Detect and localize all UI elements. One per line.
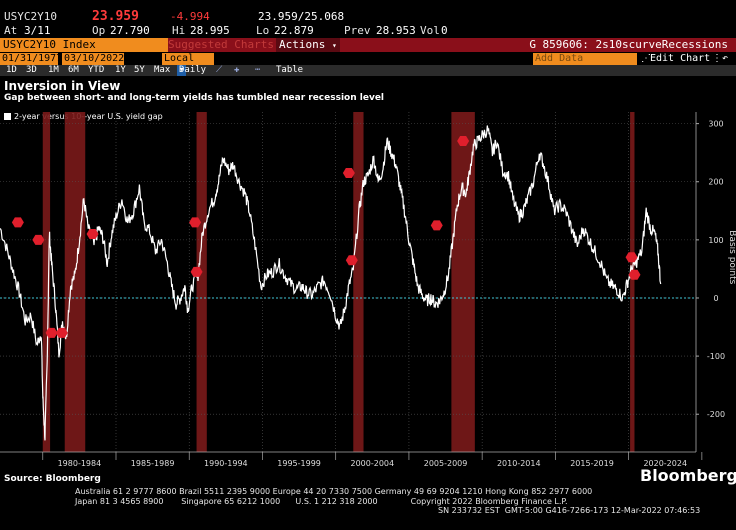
x-tick-label: 1990-1994 bbox=[204, 459, 248, 468]
at-label: At bbox=[4, 24, 18, 37]
grid bbox=[0, 112, 696, 452]
end-date-input[interactable]: 03/10/2022 bbox=[62, 53, 125, 65]
period-toolbar: 1D 3D 1M 6M YTD 1Y 5Y Max Daily ▾ ⟋ ✚ ⋯ … bbox=[0, 65, 736, 76]
y-tick-label: -100 bbox=[707, 352, 725, 361]
date-range-row: 01/31/1977 03/10/2022 Local CCY Add Data… bbox=[0, 53, 736, 76]
event-marker[interactable] bbox=[625, 252, 638, 263]
period-max[interactable]: Max bbox=[154, 65, 171, 75]
x-tick-label: 2005-2009 bbox=[424, 459, 468, 468]
frequency-label: Daily bbox=[179, 65, 207, 75]
security-field[interactable]: USYC2Y10 Index bbox=[0, 38, 168, 52]
period-ytd[interactable]: YTD bbox=[88, 65, 105, 75]
dots-icon[interactable]: ⋯ bbox=[255, 65, 261, 75]
footer: Australia 61 2 9777 8600 Brazil 5511 239… bbox=[75, 487, 701, 515]
period-3d[interactable]: 3D bbox=[26, 65, 37, 75]
ticker-symbol: USYC2Y10 bbox=[4, 10, 57, 23]
x-tick-label: 2000-2004 bbox=[351, 459, 395, 468]
event-marker[interactable] bbox=[11, 217, 24, 228]
volume-label: Vol bbox=[420, 24, 440, 37]
event-marker[interactable] bbox=[342, 168, 355, 179]
chart-title: Inversion in View bbox=[4, 79, 121, 93]
x-tick-label: 1980-1984 bbox=[58, 459, 102, 468]
frequency-select[interactable]: Daily ▾ bbox=[177, 65, 207, 76]
event-marker[interactable] bbox=[189, 217, 202, 228]
last-price: 23.959 bbox=[92, 9, 139, 24]
recession-bands bbox=[42, 112, 635, 452]
yield-gap-chart[interactable]: 300 200 100 0 -100 -200 Basis points 1980-1984 1… bbox=[0, 104, 736, 470]
low-label: Lo bbox=[256, 24, 270, 37]
suggested-charts-label: Suggested Charts bbox=[168, 38, 274, 51]
period-1d[interactable]: 1D bbox=[6, 65, 17, 75]
event-marker[interactable] bbox=[190, 266, 203, 277]
actions-menu-button[interactable]: Actions ▾ bbox=[276, 38, 340, 52]
chart-legend: 2-year versus 10--year U.S. yield gap bbox=[4, 112, 163, 121]
recession-band bbox=[353, 112, 364, 452]
y-tick-label: 200 bbox=[708, 178, 723, 187]
source-note: Source: Bloomberg bbox=[4, 474, 101, 484]
x-tick-label: 2015-2019 bbox=[570, 459, 614, 468]
x-tick-label: 1995-1999 bbox=[277, 459, 321, 468]
volume-value: 0 bbox=[441, 24, 448, 37]
open-value: 27.790 bbox=[110, 24, 150, 37]
y-tick-label: -200 bbox=[707, 410, 725, 419]
period-5y[interactable]: 5Y bbox=[134, 65, 145, 75]
event-marker[interactable] bbox=[45, 327, 58, 338]
start-date-input[interactable]: 01/31/1977 bbox=[0, 53, 63, 65]
x-tick-label: 2020-2024 bbox=[643, 459, 687, 468]
line-chart-icon[interactable]: ⟋ bbox=[216, 65, 223, 75]
actions-label: Actions bbox=[279, 38, 326, 51]
low-value: 22.879 bbox=[274, 24, 314, 37]
y-axis-label: Basis points bbox=[727, 230, 736, 284]
axes: 300 200 100 0 -100 -200 Basis points 1980-1984 1… bbox=[0, 112, 736, 468]
bloomberg-logo: Bloomberg bbox=[640, 466, 736, 485]
x-tick-label: 1985-1989 bbox=[131, 459, 175, 468]
currency-select[interactable]: Local CCY bbox=[162, 53, 214, 76]
recession-band bbox=[630, 112, 635, 452]
undo-icon[interactable]: ↶ bbox=[722, 53, 729, 64]
edit-chart-button[interactable]: Edit Chart bbox=[650, 53, 710, 64]
add-data-input[interactable]: Add Data bbox=[533, 53, 637, 65]
recession-band bbox=[451, 112, 475, 452]
chart-name: G 859606: 2s10scurveRecessions bbox=[529, 38, 728, 51]
event-marker[interactable] bbox=[345, 255, 358, 266]
open-label: Op bbox=[92, 24, 106, 37]
recession-band bbox=[64, 112, 86, 452]
x-tick-label: 2010-2014 bbox=[497, 459, 541, 468]
chevron-down-icon: ▾ bbox=[331, 41, 337, 50]
security-bar: USYC2Y10 Index Suggested Charts Actions … bbox=[0, 38, 736, 52]
period-6m[interactable]: 6M bbox=[68, 65, 79, 75]
legend-label: 2-year versus 10--year U.S. yield gap bbox=[14, 112, 163, 121]
table-button[interactable]: Table bbox=[276, 65, 304, 75]
event-marker[interactable] bbox=[86, 229, 99, 240]
price-change: -4.994 bbox=[170, 10, 210, 23]
recession-band bbox=[196, 112, 207, 452]
chart-style-icon[interactable]: ✚ bbox=[234, 65, 240, 75]
markers bbox=[11, 136, 641, 338]
event-marker[interactable] bbox=[32, 234, 45, 245]
series-line bbox=[0, 125, 662, 441]
high-label: Hi bbox=[172, 24, 186, 37]
recession-band bbox=[42, 112, 51, 452]
bid-ask-range: 23.959/25.068 bbox=[258, 10, 345, 23]
event-marker[interactable] bbox=[457, 136, 470, 147]
y-tick-label: 300 bbox=[708, 120, 723, 129]
y-tick-label: 100 bbox=[708, 236, 723, 245]
event-marker[interactable] bbox=[430, 220, 443, 231]
event-marker[interactable] bbox=[55, 327, 68, 338]
prev-label: Prev bbox=[344, 24, 371, 37]
period-1m[interactable]: 1M bbox=[48, 65, 59, 75]
more-icon[interactable]: ⋮ bbox=[712, 53, 722, 64]
edit-chart-label: Edit Chart bbox=[650, 53, 711, 64]
prev-value: 28.953 bbox=[376, 24, 416, 37]
y-tick-label: 0 bbox=[713, 294, 718, 303]
high-value: 28.995 bbox=[190, 24, 230, 37]
period-1y[interactable]: 1Y bbox=[115, 65, 126, 75]
quote-header: USYC2Y10 23.959 -4.994 23.959/25.068 At … bbox=[0, 0, 736, 37]
at-value: 3/11 bbox=[24, 24, 51, 37]
legend-swatch bbox=[4, 113, 11, 120]
suggested-charts-button[interactable]: Suggested Charts bbox=[168, 38, 274, 52]
chart-settings-icon[interactable]: ⋰ bbox=[641, 53, 651, 64]
chart-subtitle: Gap between short- and long-term yields … bbox=[4, 93, 385, 103]
event-marker[interactable] bbox=[628, 269, 641, 280]
